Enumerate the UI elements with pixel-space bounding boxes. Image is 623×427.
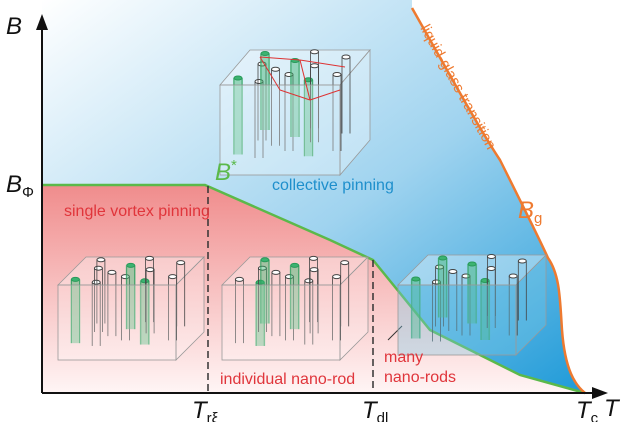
pinning-link [309,89,341,101]
rod-top [233,75,243,81]
rod-top [93,265,103,271]
rod-top [304,278,314,284]
t-rxi: Trξ [192,397,219,422]
y-axis-label: B [6,13,22,40]
box-front [221,284,341,361]
rod-top [176,260,186,266]
box-front [397,284,517,356]
pinning-link [299,59,311,101]
rod-glow [233,78,243,155]
pinning-link [279,89,311,101]
rod-top [508,273,518,279]
rod-top [260,257,270,263]
x-axis-label: T [604,395,621,422]
individual-label: individual nano-rod [220,371,355,388]
rod-top [467,261,477,267]
rod-top [448,269,458,274]
rod-glow [480,280,491,340]
rod-top [438,255,448,261]
pinning-link [299,59,346,68]
rod-top [145,267,155,273]
t-dl: Tdl [362,397,388,422]
t-c: Tc [576,397,599,422]
many-label-1: many [384,349,423,366]
rod-top [234,276,244,282]
rod-top [517,258,527,264]
rod-top [91,279,101,285]
b-star-label: B* [215,157,237,186]
rod-glow [467,264,478,324]
rod-top [480,278,490,283]
rod-top [120,274,130,280]
rod-glow [260,53,270,130]
rod-top [257,265,267,271]
rod-top [332,274,342,280]
rod-top [332,72,342,77]
rod-glow [437,258,448,318]
rod-glow [259,259,270,324]
rod-top [309,267,319,273]
pointer [387,325,403,341]
collective-region [42,0,585,393]
rod-top [310,63,319,69]
rod-top [340,260,350,266]
pinning-link [259,56,301,61]
rod-glow [289,265,300,330]
collective-label: collective pinning [272,177,394,194]
rod-top [140,278,150,284]
rod-top [271,66,280,72]
rod-top [96,257,106,263]
rod-top [486,266,496,271]
rod-top [284,274,294,280]
rod-glow [125,265,136,330]
rod-top [309,255,318,261]
rod-top [145,255,154,261]
rod-top [107,269,117,275]
rod-top [290,262,300,268]
rod-glow [70,279,81,344]
rod-top [310,49,319,55]
rod-glow [139,280,150,345]
rod-glow [255,282,266,346]
pinning-link [259,56,281,91]
box-front [219,84,341,176]
single-label: single vortex pinning [64,203,210,220]
rod-top [341,54,351,60]
rod-top [70,276,80,282]
rod-top [486,254,496,259]
boxes [57,48,547,361]
rod-top [435,264,445,270]
x-arrow [592,387,608,399]
b-g-label: Bg [518,197,542,227]
rod-glow [290,60,300,137]
rod-top [260,51,270,56]
rod-top [126,262,136,268]
b-phi: BΦ [6,171,34,201]
b-g-line [410,7,586,394]
y-arrow [36,14,48,30]
rod-top [271,269,281,275]
rod-glow [303,79,314,157]
many-label-2: nano-rods [384,369,456,386]
rod-top [411,276,421,282]
rod-glow [410,279,421,339]
box-front [57,284,177,361]
rod-top [168,274,178,280]
